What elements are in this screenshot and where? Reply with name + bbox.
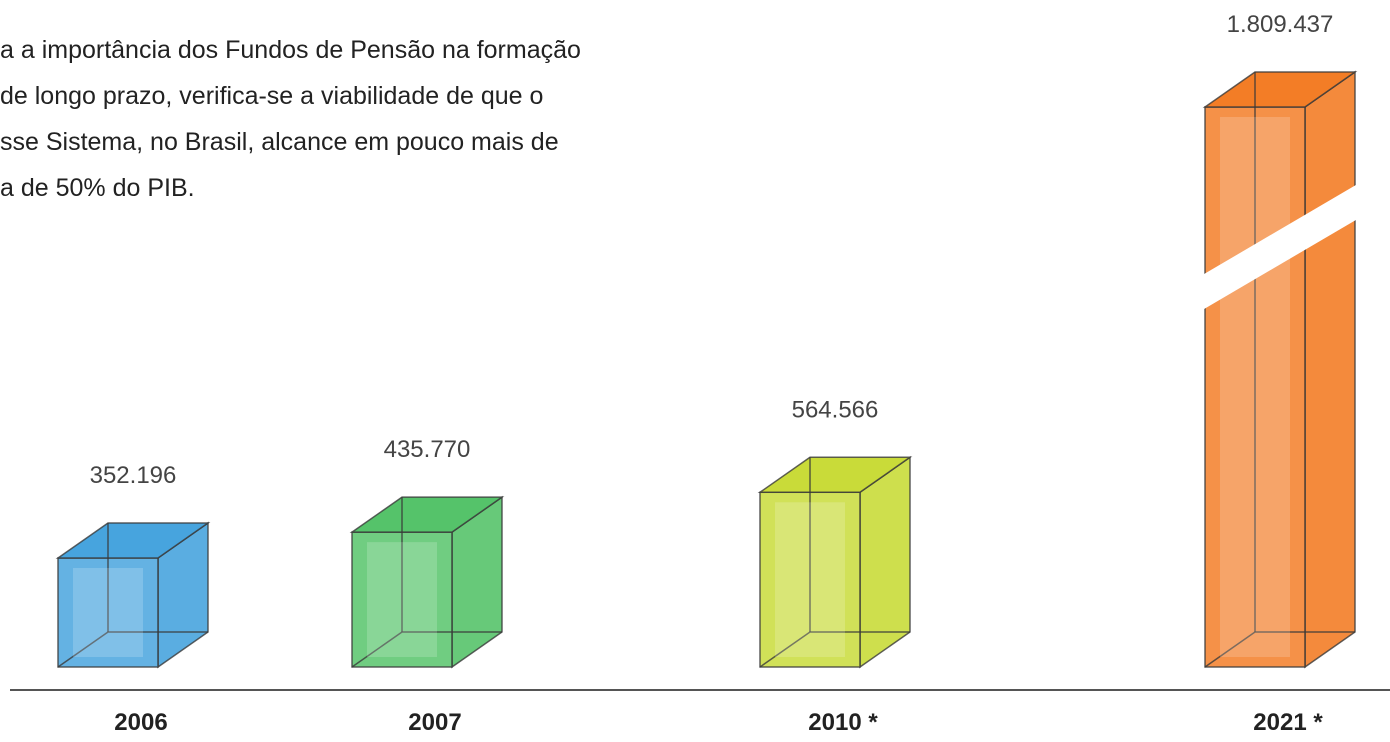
x-tick-label: 2007 <box>408 709 461 736</box>
value-label: 564.566 <box>792 396 879 423</box>
bar-top <box>757 456 913 494</box>
value-label: 1.809.437 <box>1227 11 1334 38</box>
bar-highlight <box>367 542 437 657</box>
bar-highlight <box>775 502 845 657</box>
bar-side <box>1304 70 1356 669</box>
bar-3d <box>55 521 211 669</box>
paragraph-line: de longo prazo, verifica-se a viabilidad… <box>0 82 543 110</box>
value-label: 435.770 <box>384 436 471 463</box>
bar-highlight <box>73 567 143 657</box>
bar-3d <box>349 495 505 669</box>
bar-top <box>349 496 505 533</box>
x-tick-label: 2006 <box>114 709 167 736</box>
bar-top <box>1202 71 1358 108</box>
paragraph-line: a a importância dos Fundos de Pensão na … <box>0 36 581 64</box>
bar-side <box>859 455 911 669</box>
paragraph-line: sse Sistema, no Brasil, alcance em pouco… <box>0 128 559 156</box>
axis-break <box>1199 182 1361 312</box>
bar-highlight <box>1220 117 1290 657</box>
paragraph: a a importância dos Fundos de Pensão na … <box>0 36 581 202</box>
paragraph-line: a de 50% do PIB. <box>0 174 195 202</box>
value-label: 352.196 <box>90 462 177 489</box>
bar-top <box>55 522 211 559</box>
x-tick-label: 2021 * <box>1253 709 1323 736</box>
bar-3d <box>757 455 913 669</box>
bar-3d <box>1199 70 1361 669</box>
x-tick-label: 2010 * <box>808 709 878 736</box>
